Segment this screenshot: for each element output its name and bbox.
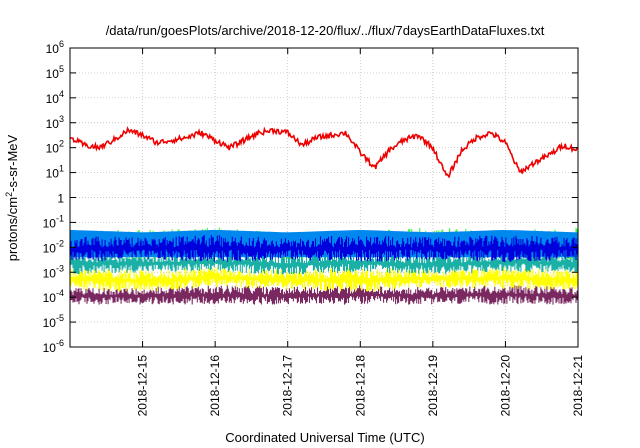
y-axis-ticks: 106 105 104 103 102 101 1 10-1 10-2 10-3 10-4 10-5 1… xyxy=(43,39,578,355)
y-tick-label: 1 xyxy=(57,192,64,206)
series-6-line xyxy=(69,126,579,179)
x-tick-label: 2018-12-17 xyxy=(281,355,295,417)
y-tick-label: 10-4 xyxy=(43,288,64,305)
y-tick-label: 10-2 xyxy=(43,238,64,255)
x-tick-label: 2018-12-19 xyxy=(426,355,440,417)
y-tick-label: 103 xyxy=(46,114,64,131)
x-tick-label: 2018-12-18 xyxy=(353,355,367,417)
y-tick-label: 104 xyxy=(46,89,64,106)
y-tick-label: 102 xyxy=(46,139,64,156)
x-axis-label: Coordinated Universal Time (UTC) xyxy=(225,430,424,445)
y-axis-label: protons/cm2-s-sr-MeV xyxy=(4,134,20,261)
y-tick-label: 10-1 xyxy=(43,213,64,230)
x-tick-label: 2018-12-16 xyxy=(208,355,222,417)
x-tick-label: 2018-12-20 xyxy=(498,355,512,417)
x-tick-label: 2018-12-15 xyxy=(136,355,150,417)
x-axis-ticks: 2018-12-15 2018-12-16 2018-12-17 2018-12-18… xyxy=(136,48,585,416)
y-tick-label: 10-6 xyxy=(43,338,64,355)
x-tick-label: 2018-12-21 xyxy=(571,355,585,417)
y-tick-label: 101 xyxy=(46,164,64,181)
y-tick-label: 10-5 xyxy=(43,313,64,330)
y-tick-label: 106 xyxy=(46,39,64,56)
chart-title: /data/run/goesPlots/archive/2018-12-20/f… xyxy=(106,23,545,38)
y-tick-label: 105 xyxy=(46,64,64,81)
y-tick-label: 10-3 xyxy=(43,263,64,280)
